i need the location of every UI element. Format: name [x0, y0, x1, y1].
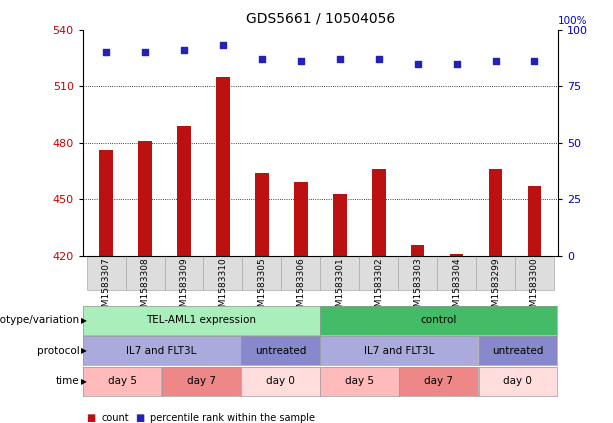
Point — [140, 49, 150, 56]
Point — [490, 58, 500, 65]
Text: 100%: 100% — [558, 16, 587, 26]
Point — [218, 42, 228, 49]
Bar — [359, 256, 398, 290]
Text: day 5: day 5 — [107, 376, 137, 386]
Point — [335, 56, 345, 63]
Text: IL7 and FLT3L: IL7 and FLT3L — [126, 346, 197, 356]
Text: control: control — [421, 315, 457, 325]
Bar — [437, 256, 476, 290]
Bar — [528, 186, 541, 256]
Bar — [450, 254, 463, 256]
Text: time: time — [56, 376, 80, 386]
Bar — [321, 256, 359, 290]
Text: ▶: ▶ — [81, 346, 87, 355]
Bar — [476, 256, 515, 290]
Bar — [281, 256, 321, 290]
Text: untreated: untreated — [492, 346, 544, 356]
Point — [296, 58, 306, 65]
Bar — [372, 169, 386, 256]
Bar — [242, 256, 281, 290]
Text: ▶: ▶ — [81, 316, 87, 325]
Bar — [489, 169, 502, 256]
Bar — [204, 256, 242, 290]
Bar — [164, 256, 204, 290]
Bar — [216, 77, 230, 256]
Text: ■: ■ — [135, 413, 144, 423]
Point — [101, 49, 111, 56]
Bar — [294, 182, 308, 256]
Text: TEL-AML1 expression: TEL-AML1 expression — [147, 315, 256, 325]
Text: IL7 and FLT3L: IL7 and FLT3L — [364, 346, 435, 356]
Bar — [139, 141, 152, 256]
Point — [530, 58, 539, 65]
Text: day 5: day 5 — [345, 376, 374, 386]
Text: day 0: day 0 — [266, 376, 295, 386]
Title: GDS5661 / 10504056: GDS5661 / 10504056 — [246, 12, 395, 26]
Text: untreated: untreated — [255, 346, 306, 356]
Text: protocol: protocol — [37, 346, 80, 356]
Text: count: count — [101, 413, 129, 423]
Text: ■: ■ — [86, 413, 95, 423]
Text: day 0: day 0 — [503, 376, 532, 386]
Point — [179, 47, 189, 53]
Point — [374, 56, 384, 63]
Point — [413, 60, 422, 67]
Bar — [86, 256, 126, 290]
Text: percentile rank within the sample: percentile rank within the sample — [150, 413, 315, 423]
Bar — [515, 256, 554, 290]
Text: day 7: day 7 — [424, 376, 453, 386]
Point — [452, 60, 462, 67]
Bar — [177, 126, 191, 256]
Bar — [398, 256, 437, 290]
Bar — [126, 256, 164, 290]
Bar — [99, 150, 113, 256]
Bar — [255, 173, 268, 256]
Point — [257, 56, 267, 63]
Text: ▶: ▶ — [81, 376, 87, 386]
Text: genotype/variation: genotype/variation — [0, 315, 80, 325]
Text: day 7: day 7 — [187, 376, 216, 386]
Bar — [333, 194, 346, 256]
Bar — [411, 244, 424, 256]
